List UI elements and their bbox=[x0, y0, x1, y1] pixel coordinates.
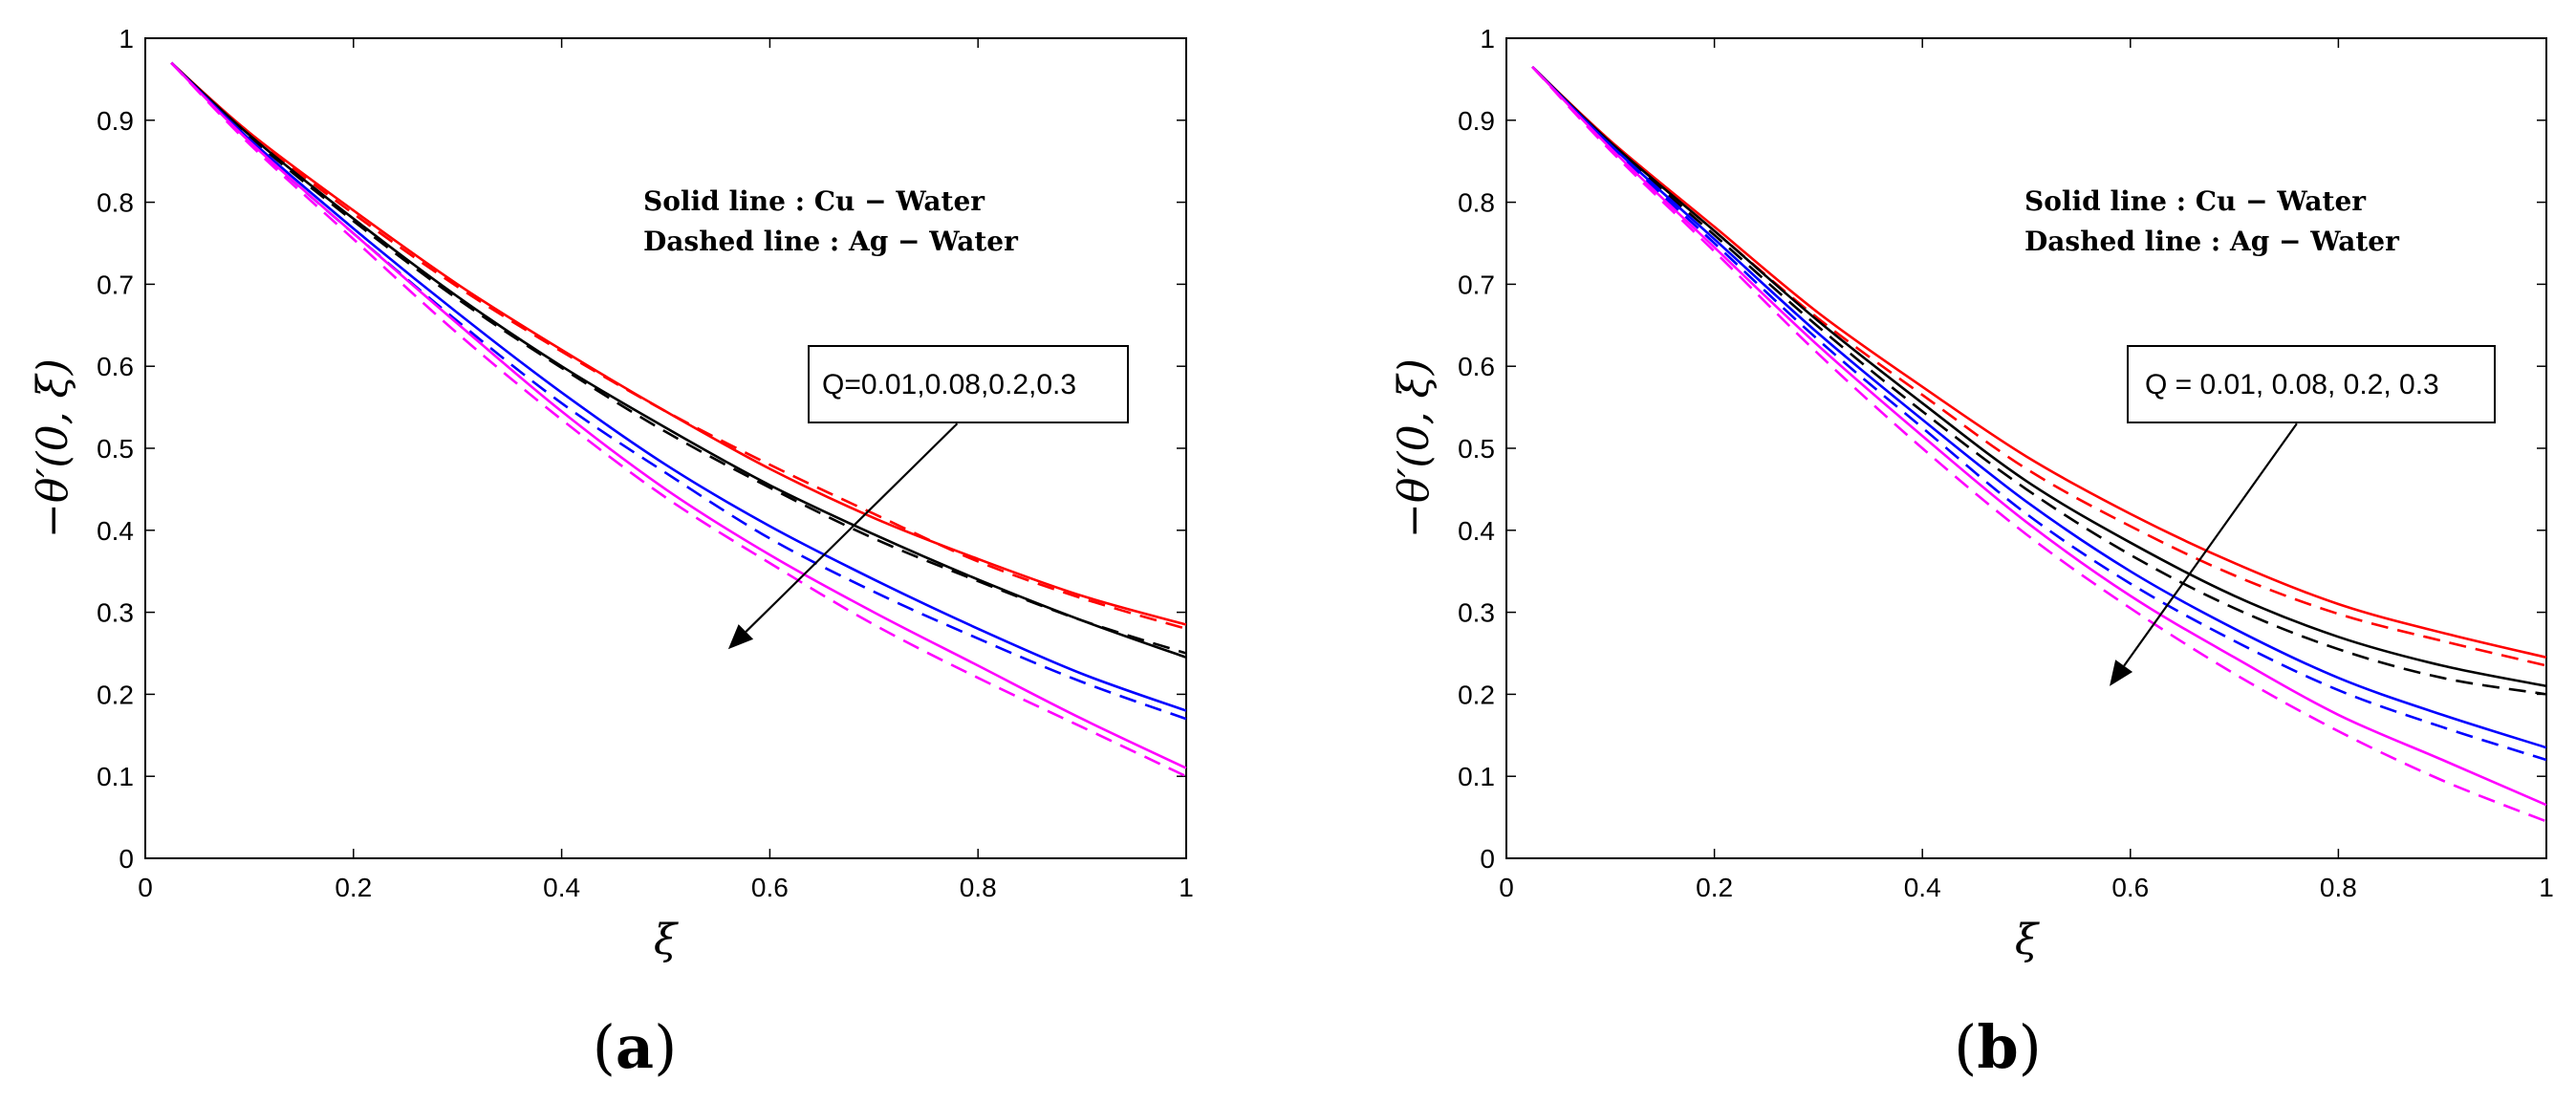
chart-a-legend: Solid line : Cu − Water Dashed line : Ag… bbox=[643, 185, 1019, 257]
chart-b-panel-label: (b) bbox=[1954, 1012, 2042, 1082]
chart-b-xtick-label: 0.4 bbox=[1904, 873, 1941, 902]
chart-b-legend-dashed: Dashed line : Ag − Water bbox=[2024, 226, 2400, 257]
chart-a-ticks: 0 0.1 0.2 0.3 0.4 0.5 0.6 0.7 0.8 0.9 1 0 0.2 0.4 0.6 0… bbox=[97, 24, 1194, 902]
chart-b-ytick-label: 0.4 bbox=[1458, 516, 1495, 546]
chart-b-ytick-label: 0.1 bbox=[1458, 762, 1495, 791]
chart-a-series-line-8 bbox=[170, 61, 1187, 778]
chart-b-ytick-label: 0.3 bbox=[1458, 598, 1495, 628]
chart-a-annotation-text: Q=0.01,0.08,0.2,0.3 bbox=[822, 369, 1076, 400]
chart-b-series-line-3 bbox=[1531, 66, 2547, 688]
chart-a-xtick-label: 1 bbox=[1179, 873, 1194, 902]
chart-b-ytick-label: 0.8 bbox=[1458, 188, 1495, 218]
chart-a-series-line-4 bbox=[170, 61, 1187, 655]
chart-b-series-line-6 bbox=[1531, 66, 2547, 762]
chart-a-ytick-label: 1 bbox=[119, 24, 134, 54]
chart-b-annotation-arrowhead bbox=[2110, 660, 2133, 686]
chart-a-panel-label: (a) bbox=[593, 1012, 678, 1082]
chart-b-annotation-box bbox=[2127, 345, 2496, 423]
chart-b-ytick-label: 0.2 bbox=[1458, 680, 1495, 709]
chart-a-xlabel: ξ bbox=[654, 916, 680, 964]
chart-a-series-line-1 bbox=[170, 61, 1187, 626]
chart-a-ytick-label: 0.5 bbox=[97, 434, 134, 464]
chart-a-ytick-label: 0.8 bbox=[97, 188, 134, 218]
chart-b-frame bbox=[1505, 37, 2547, 859]
chart-a-xtick-label: 0.2 bbox=[335, 873, 372, 902]
chart-a-xtick-label: 0.6 bbox=[751, 873, 789, 902]
chart-b-annotation: Q = 0.01, 0.08, 0.2, 0.3 bbox=[2110, 345, 2496, 686]
chart-a-series-line-2 bbox=[170, 61, 1187, 631]
chart-b-panel-letter: b bbox=[1977, 1012, 2018, 1082]
chart-a-panel-letter: a bbox=[616, 1012, 654, 1082]
chart-a-annotation-arrow bbox=[745, 422, 959, 633]
chart-a-annotation-box bbox=[808, 345, 1129, 423]
chart-a-ytick-label: 0 bbox=[119, 844, 134, 874]
chart-a-series-line-7 bbox=[170, 61, 1187, 769]
chart-panel-b: 0 0.1 0.2 0.3 0.4 0.5 0.6 0.7 0.8 0.9 1 0 0.2 0.4 0.6 0… bbox=[1390, 24, 2554, 1082]
chart-a-legend-dashed: Dashed line : Ag − Water bbox=[643, 226, 1019, 257]
chart-a-ytick-label: 0.6 bbox=[97, 352, 134, 381]
chart-b-xtick-label: 0.8 bbox=[2320, 873, 2357, 902]
chart-b-ytick-label: 1 bbox=[1480, 24, 1495, 54]
chart-b-ytick-label: 0.9 bbox=[1458, 106, 1495, 136]
chart-a-series-line-5 bbox=[170, 61, 1187, 712]
chart-b-ytick-label: 0.7 bbox=[1458, 270, 1495, 299]
chart-a-frame bbox=[144, 37, 1187, 859]
chart-b-series-line-4 bbox=[1531, 66, 2547, 696]
chart-b-ytick-label: 0 bbox=[1480, 844, 1495, 874]
chart-b-annotation-arrow bbox=[2123, 422, 2298, 667]
chart-a-legend-solid: Solid line : Cu − Water bbox=[643, 185, 985, 217]
chart-a-annotation: Q=0.01,0.08,0.2,0.3 bbox=[727, 345, 1129, 650]
chart-a-ylabel: −θ′(0, ξ) bbox=[29, 358, 77, 538]
chart-b-ytick-label: 0.6 bbox=[1458, 352, 1495, 381]
chart-a-xtick-label: 0.4 bbox=[543, 873, 580, 902]
chart-b-xtick-label: 0.6 bbox=[2111, 873, 2149, 902]
chart-b-xtick-label: 0 bbox=[1499, 873, 1514, 902]
chart-b-xtick-label: 1 bbox=[2539, 873, 2554, 902]
chart-a-annotation-arrowhead bbox=[727, 624, 754, 650]
chart-b-ytick-label: 0.5 bbox=[1458, 434, 1495, 464]
chart-b-series-line-1 bbox=[1531, 66, 2547, 660]
chart-a-series bbox=[170, 61, 1187, 778]
chart-b-series-line-7 bbox=[1531, 66, 2547, 807]
chart-a-ytick-label: 0.3 bbox=[97, 598, 134, 628]
chart-b-legend: Solid line : Cu − Water Dashed line : Ag… bbox=[2024, 185, 2400, 257]
chart-b-series-line-5 bbox=[1531, 66, 2547, 749]
chart-b-ticks: 0 0.1 0.2 0.3 0.4 0.5 0.6 0.7 0.8 0.9 1 0 0.2 0.4 0.6 0… bbox=[1458, 24, 2554, 902]
chart-b-series bbox=[1531, 66, 2547, 823]
chart-a-xtick-label: 0 bbox=[138, 873, 153, 902]
chart-a-series-line-3 bbox=[170, 61, 1187, 660]
chart-b-xlabel: ξ bbox=[2015, 916, 2041, 964]
chart-a-ytick-label: 0.9 bbox=[97, 106, 134, 136]
chart-b-xtick-label: 0.2 bbox=[1696, 873, 1733, 902]
chart-b-ylabel: −θ′(0, ξ) bbox=[1390, 358, 1439, 538]
chart-b-plot-area bbox=[1505, 37, 2547, 859]
chart-b-series-line-8 bbox=[1531, 66, 2547, 823]
chart-a-xtick-label: 0.8 bbox=[960, 873, 997, 902]
chart-a-ytick-label: 0.1 bbox=[97, 762, 134, 791]
chart-a-ytick-label: 0.2 bbox=[97, 680, 134, 709]
chart-a-ytick-label: 0.7 bbox=[97, 270, 134, 299]
chart-a-plot-area bbox=[144, 37, 1187, 859]
chart-panel-a: 0 0.1 0.2 0.3 0.4 0.5 0.6 0.7 0.8 0.9 1 0 0.2 0.4 0.6 0… bbox=[29, 24, 1194, 1082]
chart-a-ytick-label: 0.4 bbox=[97, 516, 134, 546]
chart-b-annotation-text: Q = 0.01, 0.08, 0.2, 0.3 bbox=[2145, 369, 2439, 400]
chart-b-legend-solid: Solid line : Cu − Water bbox=[2024, 185, 2367, 217]
